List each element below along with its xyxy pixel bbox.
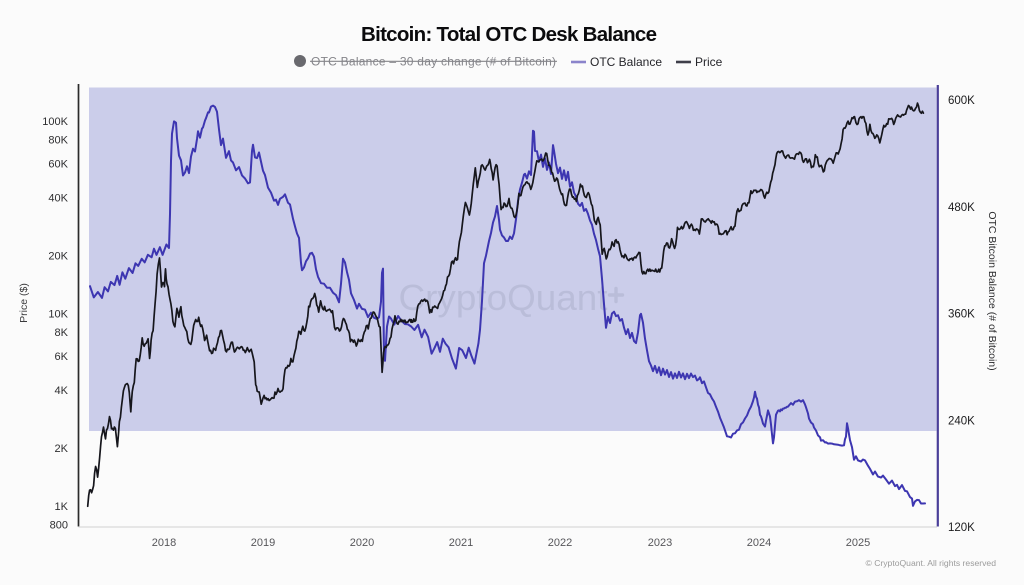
svg-text:100K: 100K: [42, 116, 68, 128]
svg-text:10K: 10K: [48, 309, 68, 321]
svg-text:2025: 2025: [846, 537, 870, 549]
svg-text:80K: 80K: [48, 135, 68, 147]
svg-text:8K: 8K: [55, 327, 69, 339]
svg-text:600K: 600K: [948, 95, 975, 107]
svg-text:Bitcoin: Total OTC Desk Balanc: Bitcoin: Total OTC Desk Balance: [361, 23, 657, 46]
svg-text:2018: 2018: [152, 537, 176, 549]
svg-text:© CryptoQuant. All rights rese: © CryptoQuant. All rights reserved: [865, 558, 996, 568]
svg-text:6K: 6K: [55, 351, 69, 363]
svg-text:120K: 120K: [948, 522, 975, 534]
svg-text:2019: 2019: [251, 537, 275, 549]
svg-text:20K: 20K: [48, 251, 68, 263]
svg-text:2023: 2023: [648, 537, 672, 549]
svg-text:360K: 360K: [948, 309, 975, 321]
svg-text:2020: 2020: [350, 537, 374, 549]
svg-text:2022: 2022: [548, 537, 572, 549]
svg-text:60K: 60K: [48, 159, 68, 171]
svg-text:240K: 240K: [948, 415, 975, 427]
svg-text:40K: 40K: [48, 193, 68, 205]
svg-text:2K: 2K: [55, 443, 69, 455]
svg-text:Price: Price: [695, 55, 723, 69]
svg-text:2021: 2021: [449, 537, 473, 549]
svg-text:480K: 480K: [948, 202, 975, 214]
svg-text:800: 800: [50, 520, 68, 532]
svg-text:4K: 4K: [55, 385, 69, 397]
svg-text:OTC Bitcoin Balance (# of Bitc: OTC Bitcoin Balance (# of Bitcoin): [986, 211, 998, 370]
svg-text:OTC Balance: OTC Balance: [590, 55, 662, 69]
svg-text:CryptoQuant: CryptoQuant: [399, 277, 608, 318]
svg-text:Price ($): Price ($): [18, 283, 30, 323]
svg-text:1K: 1K: [55, 501, 69, 513]
svg-text:2024: 2024: [747, 537, 771, 549]
